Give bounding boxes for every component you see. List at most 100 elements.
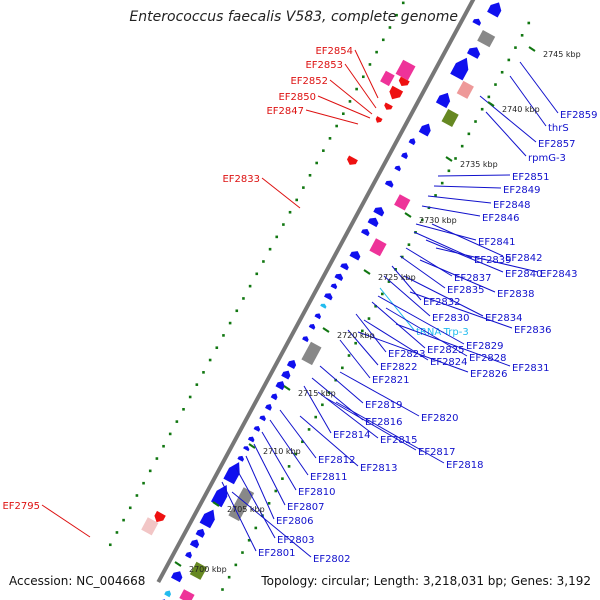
forward-gene-28 xyxy=(286,360,297,369)
scale-dot-left xyxy=(288,210,292,214)
scale-dot-left xyxy=(215,346,219,350)
kbp-tick-5 xyxy=(322,327,330,333)
forward-gene-18 xyxy=(349,251,361,261)
kbp-tick-7 xyxy=(248,443,256,449)
scale-dot-right xyxy=(434,194,437,197)
scale-dot-left xyxy=(268,247,272,251)
label-ef2857: EF2857 xyxy=(538,139,576,150)
kbp-tick-6 xyxy=(283,385,291,391)
label-ef2852-leader xyxy=(329,79,373,115)
scale-dot-right xyxy=(367,317,371,320)
scale-dot-right xyxy=(254,526,258,530)
scale-dot-left xyxy=(328,137,332,140)
label-ef2821: EF2821 xyxy=(372,375,410,386)
label-ef2851: EF2851 xyxy=(512,172,550,183)
scale-dot-right xyxy=(294,452,298,456)
label-ef2852: EF2852 xyxy=(290,76,328,87)
scale-dot-right xyxy=(274,489,278,493)
label-ef2803: EF2803 xyxy=(277,535,315,546)
scale-dot-right xyxy=(527,21,531,25)
leader-ef2823 xyxy=(355,313,387,353)
leader-ef2842 xyxy=(431,223,504,257)
leader-ef2803 xyxy=(235,467,276,539)
forward-gene-23 xyxy=(320,303,327,309)
scale-dot-right xyxy=(361,329,364,333)
label-ef2795: EF2795 xyxy=(2,501,40,512)
scale-dot-right xyxy=(407,243,411,246)
label-rpmg-3: rpmG-3 xyxy=(528,153,566,164)
label-ef2859: EF2859 xyxy=(560,110,598,121)
scale-dot-left xyxy=(195,383,199,386)
label-ef2801: EF2801 xyxy=(258,548,296,559)
reverse-gene-9 xyxy=(141,517,159,536)
label-ef2854-leader xyxy=(354,49,379,99)
scale-dot-left xyxy=(348,100,352,103)
label-ef2846: EF2846 xyxy=(482,213,520,224)
label-ef2810: EF2810 xyxy=(298,487,336,498)
leader-ef2837 xyxy=(405,247,453,277)
forward-gene-1 xyxy=(472,18,481,26)
label-ef2842: EF2842 xyxy=(505,253,543,264)
scale-dot-left xyxy=(182,407,185,411)
scale-dot-left xyxy=(282,223,285,226)
scale-dot-right xyxy=(400,255,404,259)
scale-dot-left xyxy=(262,260,265,263)
label-ef2843: EF2843 xyxy=(540,269,578,280)
scale-dot-left xyxy=(222,334,225,337)
label-ef2820: EF2820 xyxy=(421,413,459,424)
reverse-gene-2 xyxy=(398,76,410,86)
scale-dot-left xyxy=(168,432,172,436)
scale-dot-left xyxy=(175,420,179,423)
leader-ef2832 xyxy=(391,265,422,301)
label-ef2834: EF2834 xyxy=(485,313,523,324)
scale-dot-left xyxy=(295,198,299,202)
label-ef2816: EF2816 xyxy=(365,417,403,428)
forward-gene-26 xyxy=(302,336,309,343)
leader-ef2806 xyxy=(245,455,275,520)
scale-dot-left xyxy=(361,75,365,79)
scale-dot-right xyxy=(394,268,397,271)
forward-gene-39 xyxy=(211,485,228,508)
scale-dot-right xyxy=(454,157,457,160)
forward-gene-12 xyxy=(384,180,394,188)
forward-gene-6 xyxy=(435,92,451,109)
label-ef2817: EF2817 xyxy=(418,447,456,458)
scale-dot-right xyxy=(354,341,357,345)
label-ef2819: EF2819 xyxy=(365,400,403,411)
kbp-tick-1 xyxy=(487,101,495,107)
forward-gene-43 xyxy=(189,539,200,549)
forward-gene-25 xyxy=(308,324,316,330)
scale-dot-left xyxy=(115,531,119,534)
kbp-label-3: 2730 kbp xyxy=(419,216,457,225)
label-ef2811: EF2811 xyxy=(310,472,348,483)
label-ef2823: EF2823 xyxy=(388,349,426,360)
kbp-label-1: 2740 kbp xyxy=(502,105,540,114)
leader-ef2807 xyxy=(253,443,286,506)
kbp-tick-8 xyxy=(212,501,220,507)
forward-gene-8 xyxy=(418,123,431,137)
leader-ef2818 xyxy=(335,401,445,464)
forward-gene-41 xyxy=(199,509,215,529)
forward-gene-15 xyxy=(367,217,379,228)
scale-dot-left xyxy=(128,506,132,510)
scale-dot-right xyxy=(314,415,318,419)
kbp-label-8: 2705 kbp xyxy=(227,505,265,514)
scale-dot-right xyxy=(241,551,244,554)
forward-gene-22 xyxy=(324,293,333,301)
scale-dot-left xyxy=(355,87,358,91)
leader-ef2840 xyxy=(425,239,504,273)
reverse-gene-5 xyxy=(384,102,393,110)
kbp-tick-3 xyxy=(404,212,412,218)
scale-dot-left xyxy=(208,358,212,362)
scale-dot-right xyxy=(341,366,344,370)
leader-ef2812 xyxy=(279,409,317,459)
scale-dot-right xyxy=(267,502,271,505)
leader-trna-trp-3 xyxy=(379,287,415,331)
kbp-tick-0 xyxy=(528,46,536,52)
leader-ef2830 xyxy=(383,275,431,317)
forward-gene-33 xyxy=(259,415,266,422)
leader-ef2817 xyxy=(325,397,417,451)
scale-dot-left xyxy=(228,321,232,325)
scale-dot-left xyxy=(242,297,245,300)
scale-dot-right xyxy=(474,120,477,123)
